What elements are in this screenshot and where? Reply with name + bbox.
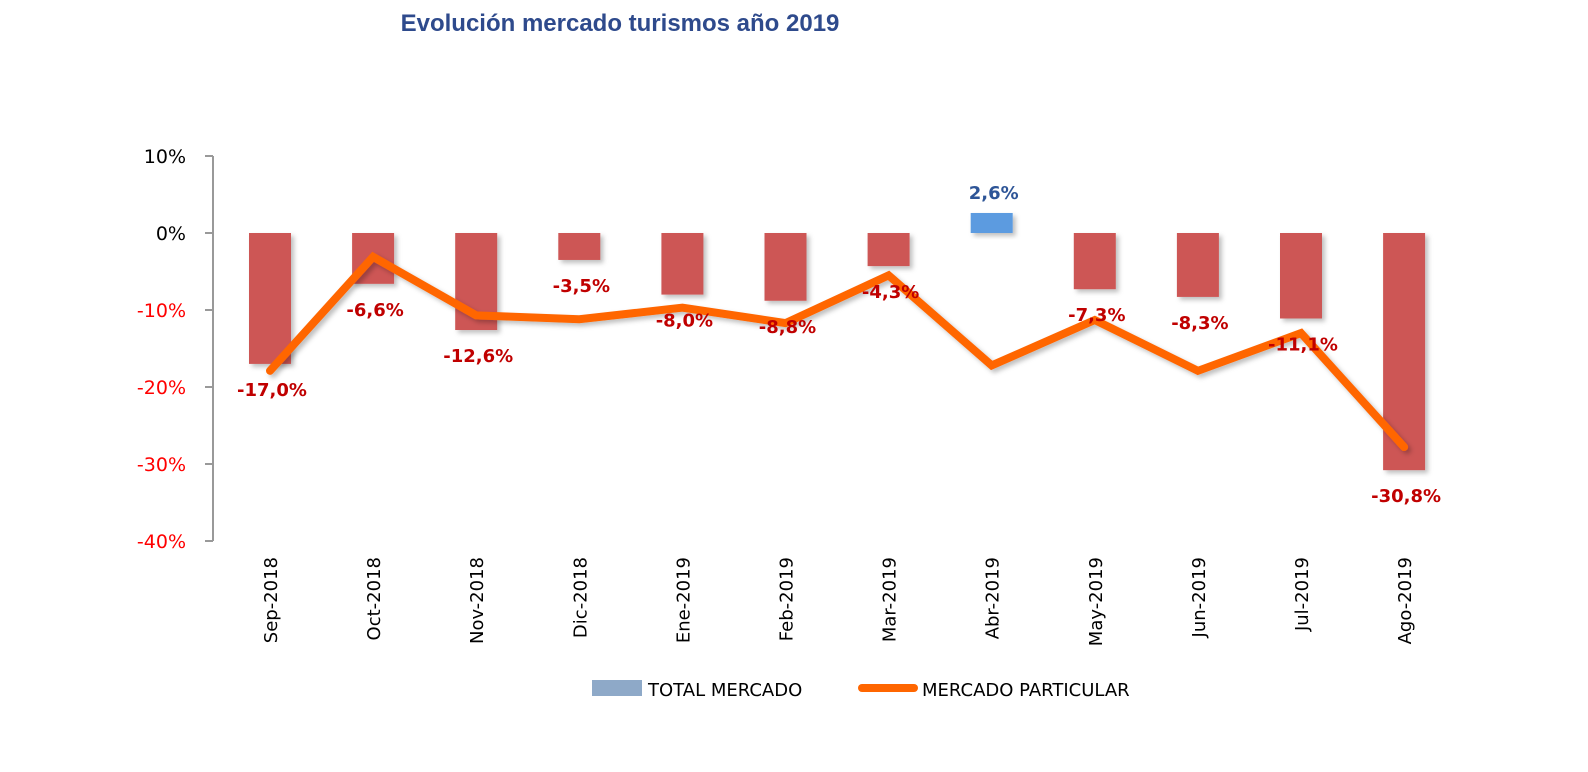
legend-label-total-mercado: TOTAL MERCADO xyxy=(647,680,802,701)
bar-Mar-2019 xyxy=(867,233,910,267)
data-label: -6,6% xyxy=(346,300,403,321)
data-label: -7,3% xyxy=(1068,305,1125,326)
x-tick-label: May-2019 xyxy=(1086,557,1107,646)
x-tick-label: Feb-2019 xyxy=(777,557,798,641)
data-label: -4,3% xyxy=(862,282,919,303)
data-label: -3,5% xyxy=(553,276,610,297)
bar-Feb-2019 xyxy=(764,233,807,301)
x-tick-label: Jul-2019 xyxy=(1292,557,1313,632)
x-tick-label: Jun-2019 xyxy=(1189,557,1210,638)
chart-title: Evolución mercado turismos año 2019 xyxy=(400,10,840,37)
data-label: -8,3% xyxy=(1171,313,1228,334)
line-mercado-particular xyxy=(266,251,1409,452)
bar-Jun-2019 xyxy=(1176,233,1219,297)
data-label: -17,0% xyxy=(237,380,307,401)
bar-Dic-2018 xyxy=(558,233,601,260)
bar-Sep-2018 xyxy=(249,233,291,364)
data-label: -12,6% xyxy=(443,346,513,367)
legend-label-mercado-particular: MERCADO PARTICULAR xyxy=(922,680,1130,701)
data-label: -8,0% xyxy=(656,311,713,332)
bar-Ene-2019 xyxy=(661,233,704,295)
data-label: -11,1% xyxy=(1268,334,1338,355)
x-tick-label: Ago-2019 xyxy=(1395,557,1416,644)
y-tick-label: -20% xyxy=(137,377,186,399)
data-label: -8,8% xyxy=(759,317,816,338)
y-tick-label: -40% xyxy=(137,531,186,553)
x-tick-label: Nov-2018 xyxy=(467,557,488,644)
x-tick-label: Dic-2018 xyxy=(570,557,591,638)
x-tick-label: Mar-2019 xyxy=(880,557,901,642)
bar-May-2019 xyxy=(1073,233,1116,290)
y-tick-label: -30% xyxy=(137,454,186,476)
y-tick-label: -10% xyxy=(137,300,186,322)
data-label: 2,6% xyxy=(969,183,1019,204)
y-tick-label: 0% xyxy=(156,223,186,245)
bar-Jul-2019 xyxy=(1280,233,1322,319)
x-tick-label: Ene-2019 xyxy=(673,557,694,643)
y-tick-label: 10% xyxy=(144,146,186,168)
legend-swatch-total-mercado xyxy=(592,680,642,696)
x-tick-label: Abr-2019 xyxy=(983,557,1004,639)
x-tick-label: Oct-2018 xyxy=(364,557,385,640)
x-tick-label: Sep-2018 xyxy=(261,557,282,643)
bar-Abr-2019 xyxy=(970,212,1013,233)
data-label: -30,8% xyxy=(1371,486,1441,507)
